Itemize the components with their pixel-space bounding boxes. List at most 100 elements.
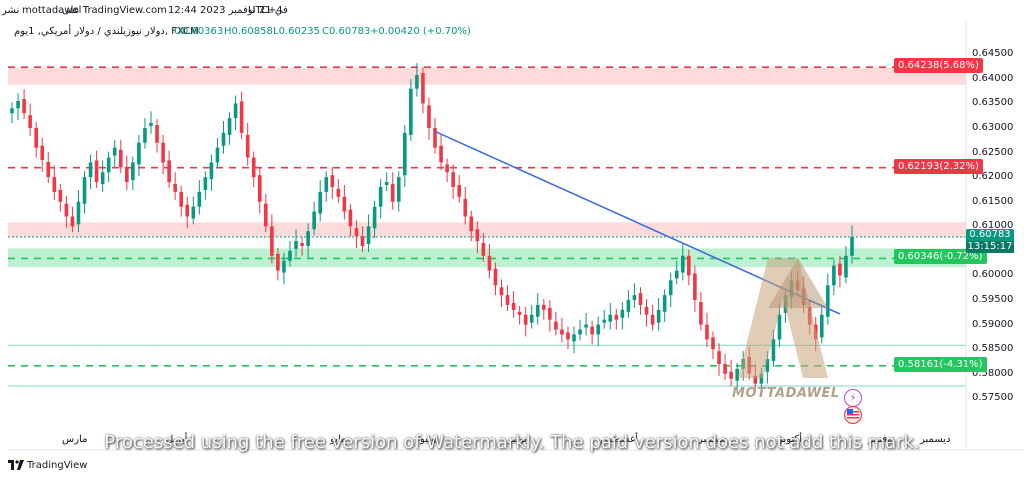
candle-body[interactable] [409, 88, 413, 135]
candle-body[interactable] [403, 132, 407, 176]
price-zone-0[interactable] [8, 68, 966, 85]
candle-body[interactable] [137, 142, 141, 165]
candle-body[interactable] [276, 253, 280, 271]
candle-body[interactable] [94, 160, 99, 183]
candle-body[interactable] [300, 243, 304, 246]
candle-body[interactable] [384, 182, 389, 186]
candle-body[interactable] [161, 142, 165, 163]
candle-body[interactable] [493, 268, 498, 286]
candle-body[interactable] [650, 314, 655, 325]
candle-body[interactable] [173, 184, 177, 192]
candle-body[interactable] [463, 198, 468, 217]
price-zone-1[interactable] [8, 222, 966, 238]
candle-body[interactable] [118, 149, 123, 168]
candle-body[interactable] [155, 125, 159, 143]
candle-body[interactable] [197, 191, 202, 207]
candle-body[interactable] [215, 147, 220, 163]
candle-body[interactable] [396, 177, 401, 202]
candle-body[interactable] [64, 203, 69, 217]
candle-body[interactable] [366, 226, 371, 245]
candle-body[interactable] [535, 304, 540, 317]
candle-body[interactable] [475, 229, 480, 242]
candle-body[interactable] [378, 186, 383, 207]
candle-body[interactable] [348, 209, 353, 227]
candle-body[interactable] [34, 128, 38, 148]
candle-body[interactable] [554, 321, 558, 330]
candle-body[interactable] [777, 314, 782, 340]
candle-body[interactable] [125, 167, 129, 183]
candle-body[interactable] [143, 128, 147, 143]
candle-body[interactable] [191, 206, 196, 219]
us-flag-icon[interactable] [844, 406, 862, 424]
candle-body[interactable] [270, 226, 274, 256]
candle-body[interactable] [360, 236, 365, 246]
candle-body[interactable] [838, 263, 842, 276]
candle-body[interactable] [523, 314, 528, 325]
candle-body[interactable] [251, 157, 256, 178]
candle-body[interactable] [16, 100, 20, 109]
candle-body[interactable] [469, 216, 474, 232]
candle-body[interactable] [529, 314, 534, 323]
candle-body[interactable] [282, 260, 286, 273]
candle-body[interactable] [106, 157, 111, 173]
lightning-icon[interactable]: ⚡ [844, 389, 862, 407]
candle-body[interactable] [644, 306, 649, 315]
candle-body[interactable] [342, 196, 347, 212]
candle-body[interactable] [680, 255, 685, 273]
candle-body[interactable] [167, 160, 171, 183]
candle-body[interactable] [723, 363, 727, 374]
candle-body[interactable] [354, 228, 359, 237]
candle-body[interactable] [560, 329, 564, 335]
candle-body[interactable] [608, 314, 613, 322]
candle-body[interactable] [421, 72, 425, 104]
candle-body[interactable] [149, 123, 153, 127]
candle-body[interactable] [699, 302, 703, 325]
candle-body[interactable] [638, 293, 643, 305]
candle-body[interactable] [771, 339, 776, 361]
candle-body[interactable] [844, 255, 848, 278]
candle-body[interactable] [203, 177, 208, 190]
candle-body[interactable] [318, 191, 323, 214]
candle-body[interactable] [674, 270, 679, 279]
candle-body[interactable] [765, 359, 770, 372]
candle-body[interactable] [445, 164, 449, 173]
candle-body[interactable] [185, 204, 190, 217]
candle-body[interactable] [76, 201, 81, 225]
candle-body[interactable] [566, 332, 570, 340]
candle-body[interactable] [257, 175, 262, 202]
candle-body[interactable] [487, 255, 492, 271]
candle-body[interactable] [819, 314, 824, 338]
candle-body[interactable] [451, 172, 455, 187]
candle-body[interactable] [693, 273, 697, 301]
candle-body[interactable] [687, 255, 691, 276]
candle-body[interactable] [82, 177, 87, 204]
candle-body[interactable] [112, 147, 117, 156]
candle-body[interactable] [584, 324, 588, 328]
candle-body[interactable] [245, 134, 250, 158]
candle-body[interactable] [850, 237, 854, 256]
candle-body[interactable] [233, 103, 238, 119]
candle-body[interactable] [753, 375, 758, 384]
candle-body[interactable] [209, 162, 214, 180]
candle-body[interactable] [832, 265, 836, 286]
candle-body[interactable] [336, 188, 341, 197]
candle-body[interactable] [46, 161, 51, 178]
tradingview-footer[interactable]: TradingView [8, 457, 87, 473]
candle-body[interactable] [40, 145, 45, 160]
candle-body[interactable] [239, 101, 244, 133]
candle-body[interactable] [517, 311, 522, 315]
candle-body[interactable] [826, 285, 830, 317]
candle-body[interactable] [427, 105, 431, 129]
candle-body[interactable] [88, 162, 93, 178]
candle-body[interactable] [22, 99, 26, 114]
candle-body[interactable] [735, 368, 739, 381]
candle-body[interactable] [372, 206, 377, 229]
candle-body[interactable] [10, 108, 14, 114]
candle-body[interactable] [58, 189, 63, 202]
candle-body[interactable] [662, 295, 667, 312]
candle-body[interactable] [457, 185, 461, 197]
candle-body[interactable] [578, 329, 582, 335]
candle-body[interactable] [705, 324, 709, 340]
candle-body[interactable] [505, 295, 510, 305]
